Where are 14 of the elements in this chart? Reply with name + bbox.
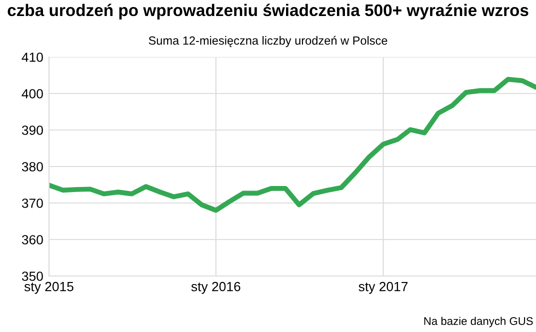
x-tick-label: sty 2015	[24, 282, 74, 294]
y-tick-label: 390	[22, 126, 43, 135]
x-tick-label: sty 2016	[191, 282, 240, 294]
y-tick-label: 370	[22, 198, 43, 208]
x-tick-label: sty 2017	[358, 282, 408, 294]
y-tick-label: 410	[22, 52, 43, 62]
chart-subtitle: Suma 12-miesięczna liczby urodzeń w Polsce	[148, 36, 388, 48]
y-tick-label: 380	[22, 162, 43, 172]
y-tick-label: 360	[22, 235, 43, 244]
y-tick-label: 350	[22, 272, 43, 281]
line-series	[49, 76, 536, 213]
text: Na bazie danych GUS	[424, 316, 533, 328]
chart-title: czba urodzeń po wprowadzeniu świadczenia 500+ wyraźnie wzros	[8, 4, 528, 20]
y-tick-label: 400	[22, 89, 43, 98]
